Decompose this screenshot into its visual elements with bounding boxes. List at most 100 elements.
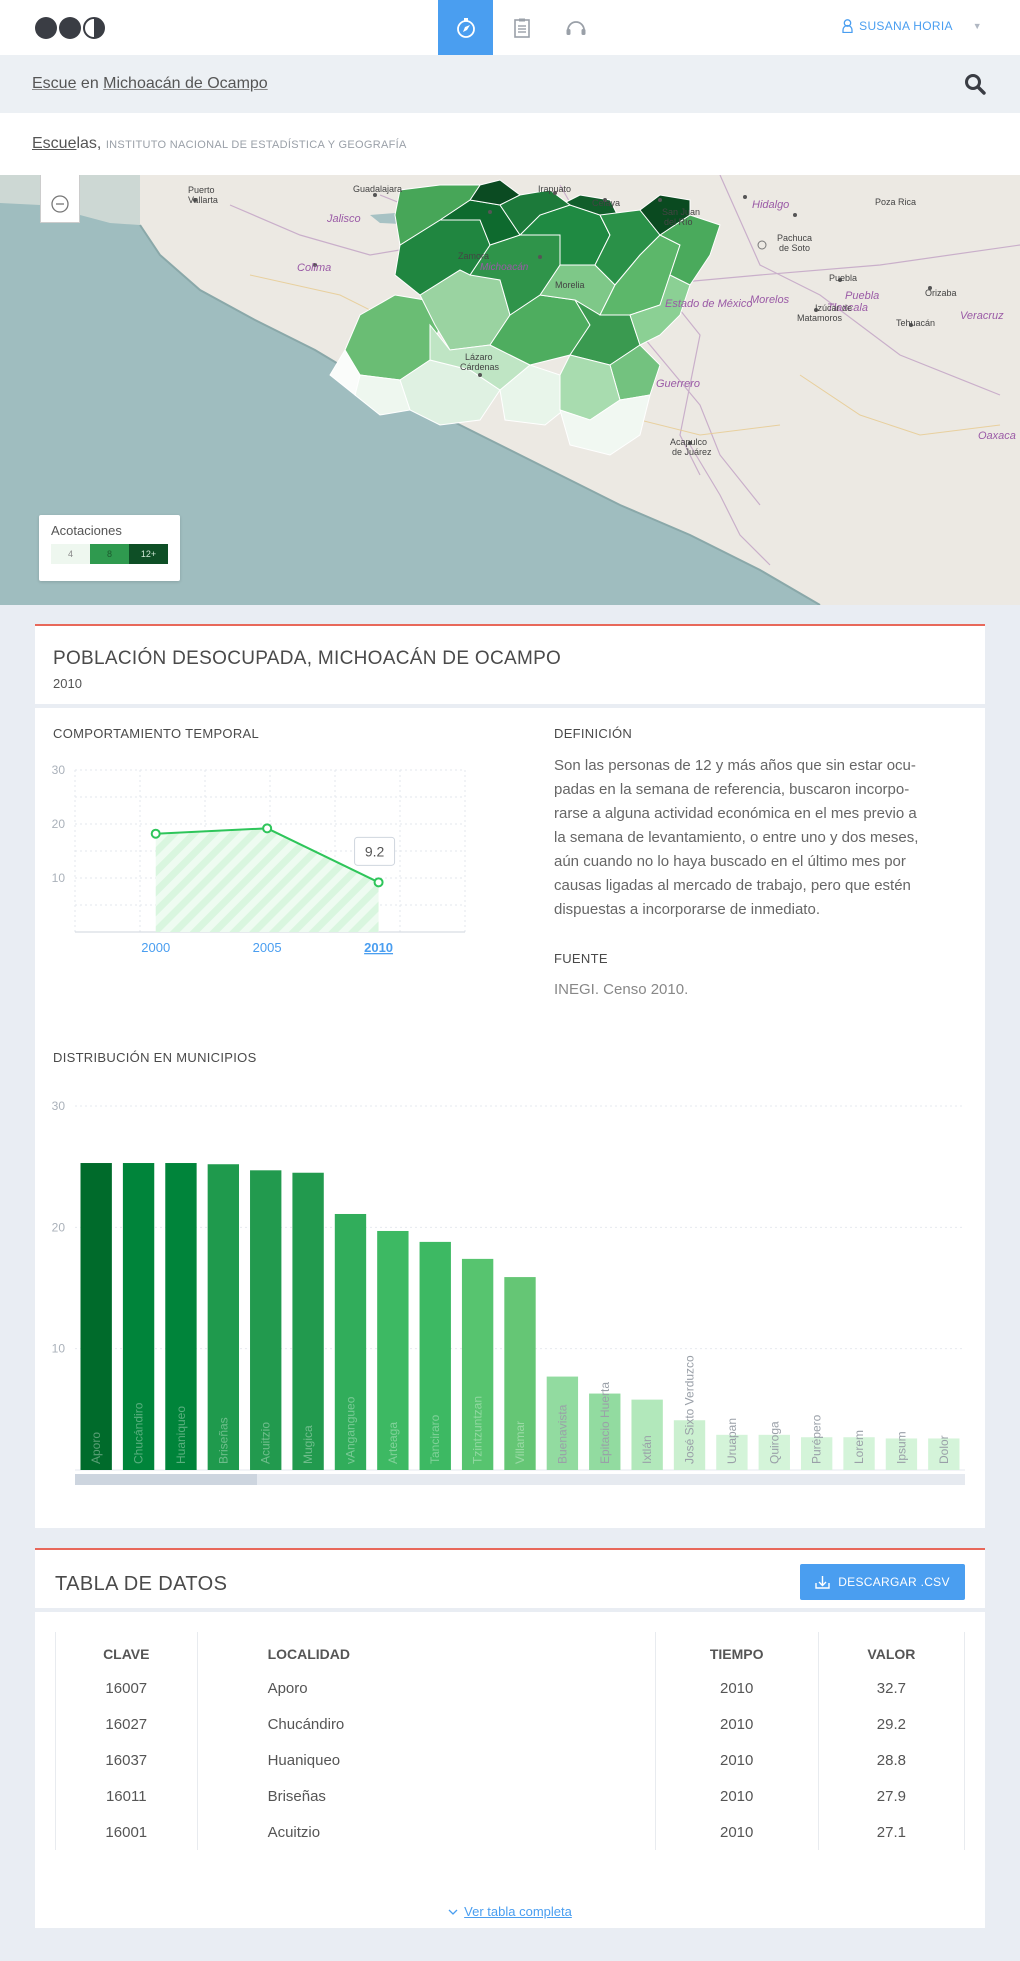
- bar[interactable]: [504, 1277, 536, 1470]
- legend-swatch: 4: [51, 544, 90, 564]
- column-header[interactable]: CLAVE: [55, 1632, 198, 1670]
- bar[interactable]: [377, 1230, 409, 1470]
- chart-scrollbar-thumb[interactable]: [75, 1474, 257, 1485]
- bar-category-label: Chucándiro: [132, 1402, 146, 1464]
- table-cell: 28.8: [817, 1742, 966, 1778]
- zoom-out-button[interactable]: [40, 175, 80, 223]
- user-menu[interactable]: SUSANA HORIA ▼: [842, 19, 982, 33]
- column-header[interactable]: VALOR: [817, 1632, 966, 1670]
- bar[interactable]: [631, 1399, 663, 1470]
- column-header[interactable]: LOCALIDAD: [196, 1632, 656, 1670]
- bar[interactable]: [800, 1437, 833, 1470]
- bar[interactable]: [80, 1163, 112, 1470]
- map-label: Izúcar de: [815, 303, 853, 313]
- bar[interactable]: [250, 1170, 282, 1470]
- map-label: Irapuato: [538, 184, 572, 194]
- bar[interactable]: [165, 1163, 197, 1470]
- chevron-down-icon: [448, 1909, 458, 1915]
- definition-line: la semana de levantamiento, o entre uno …: [554, 829, 919, 846]
- bar-category-label: Uruapan: [725, 1418, 739, 1464]
- nav-tab-documents[interactable]: [494, 0, 549, 55]
- bar-category-label: Acuitzio: [259, 1422, 273, 1464]
- search-query[interactable]: Escue en Michoacán de Ocampo: [32, 75, 268, 93]
- bar[interactable]: [461, 1258, 494, 1470]
- map-label: Tlaxcala: [827, 302, 868, 314]
- search-icon[interactable]: [964, 73, 986, 95]
- data-point[interactable]: [373, 877, 384, 888]
- y-tick-label: 20: [52, 817, 66, 831]
- map-label: Puerto: [188, 185, 215, 195]
- bar[interactable]: [716, 1434, 748, 1470]
- x-tick-label[interactable]: 2000: [141, 940, 170, 955]
- bar[interactable]: [122, 1163, 155, 1470]
- data-point[interactable]: [150, 828, 161, 839]
- definition-line: causas ligadas al mercado de trabajo, pe…: [554, 877, 911, 894]
- bar[interactable]: [589, 1393, 621, 1470]
- table-cell: Huaniqueo: [196, 1742, 656, 1778]
- table-cell: Acuitzio: [196, 1814, 656, 1850]
- table-cell: 2010: [654, 1670, 819, 1706]
- temporal-chart: 10 20 30 2000 2005 2010 9.2: [52, 763, 466, 955]
- bar[interactable]: [334, 1213, 367, 1470]
- table-cell: 27.1: [817, 1814, 966, 1850]
- bar-category-label: Ipsum: [894, 1431, 908, 1464]
- bar-category-label: vAngangueo: [343, 1396, 357, 1464]
- data-table: CLAVE LOCALIDAD TIEMPO VALOR 16007 Aporo 2…: [55, 1632, 966, 1850]
- table-row[interactable]: 16027 Chucándiro 2010 29.2: [55, 1706, 966, 1742]
- search-place[interactable]: Michoacán de Ocampo: [103, 75, 268, 92]
- compass-icon: [456, 17, 475, 38]
- distribution-chart: 10 20 30 Aporo Chucándiro Huaniqueo Briseñas Ac…: [52, 1099, 965, 1471]
- bar[interactable]: [419, 1241, 451, 1470]
- map-label: Guadalajara: [353, 184, 403, 194]
- bar[interactable]: [546, 1376, 579, 1470]
- table-row[interactable]: 16007 Aporo 2010 32.7: [55, 1670, 966, 1706]
- bar[interactable]: [292, 1172, 324, 1470]
- bar[interactable]: [758, 1434, 790, 1470]
- x-tick-label[interactable]: 2005: [253, 940, 282, 955]
- map-label: Guerrero: [656, 378, 701, 390]
- bar[interactable]: [885, 1438, 918, 1470]
- data-point[interactable]: [262, 823, 273, 834]
- table-row[interactable]: 16011 Briseñas 2010 27.9: [55, 1778, 966, 1814]
- document-icon: [513, 18, 530, 38]
- map-label: Puebla: [829, 273, 858, 283]
- tooltip-value: 9.2: [365, 843, 385, 859]
- definition-heading: DEFINICIÓN: [554, 726, 633, 741]
- bar-category-label: Arteaga: [386, 1422, 400, 1464]
- chart-scrollbar[interactable]: [75, 1474, 965, 1485]
- map-labels: Puerto Vallarta Jalisco Guadalajara Irap…: [0, 175, 1020, 605]
- app-logo[interactable]: [34, 16, 108, 40]
- search-bar[interactable]: Escue en Michoacán de Ocampo: [0, 55, 1020, 113]
- map-label: Morelos: [750, 294, 790, 306]
- search-term: Escue: [32, 75, 77, 92]
- map-label: de Juárez: [672, 447, 712, 457]
- table-row[interactable]: 16037 Huaniqueo 2010 28.8: [55, 1742, 966, 1778]
- table-cell: 2010: [654, 1778, 819, 1814]
- bar[interactable]: [843, 1437, 875, 1470]
- bar[interactable]: [928, 1438, 960, 1470]
- map-label: Michoacán: [480, 262, 529, 273]
- show-full-table-link[interactable]: Ver tabla completa: [35, 1904, 985, 1919]
- table-row[interactable]: 16001 Acuitzio 2010 27.1: [55, 1814, 966, 1850]
- indicator-year: 2010: [53, 676, 82, 691]
- map-label: Lázaro: [465, 352, 493, 362]
- area-fill: [155, 828, 379, 932]
- result-match-typed[interactable]: Escue: [32, 135, 77, 152]
- bar[interactable]: [673, 1420, 706, 1470]
- bar-category-label: José Sixto Verduzco: [683, 1355, 697, 1464]
- map-label: Oaxaca: [978, 430, 1016, 442]
- map-label: Hidalgo: [752, 199, 790, 211]
- map-view[interactable]: Puerto Vallarta Jalisco Guadalajara Irap…: [0, 175, 1020, 605]
- bar-category-label: Tanciraro: [428, 1414, 442, 1464]
- table-cell: 2010: [654, 1706, 819, 1742]
- bar[interactable]: [207, 1164, 240, 1470]
- map-label: Acapulco: [670, 437, 708, 447]
- x-tick-label[interactable]: 2010: [364, 940, 393, 955]
- nav-tab-support[interactable]: [548, 0, 603, 55]
- download-csv-button[interactable]: DESCARGAR .CSV: [800, 1564, 965, 1600]
- map-label: Tehuacán: [896, 318, 936, 328]
- column-header[interactable]: TIEMPO: [654, 1632, 819, 1670]
- data-table-card: CLAVE LOCALIDAD TIEMPO VALOR 16007 Aporo 2…: [35, 1612, 985, 1928]
- table-cell: Chucándiro: [196, 1706, 656, 1742]
- nav-tab-explore[interactable]: [438, 0, 493, 55]
